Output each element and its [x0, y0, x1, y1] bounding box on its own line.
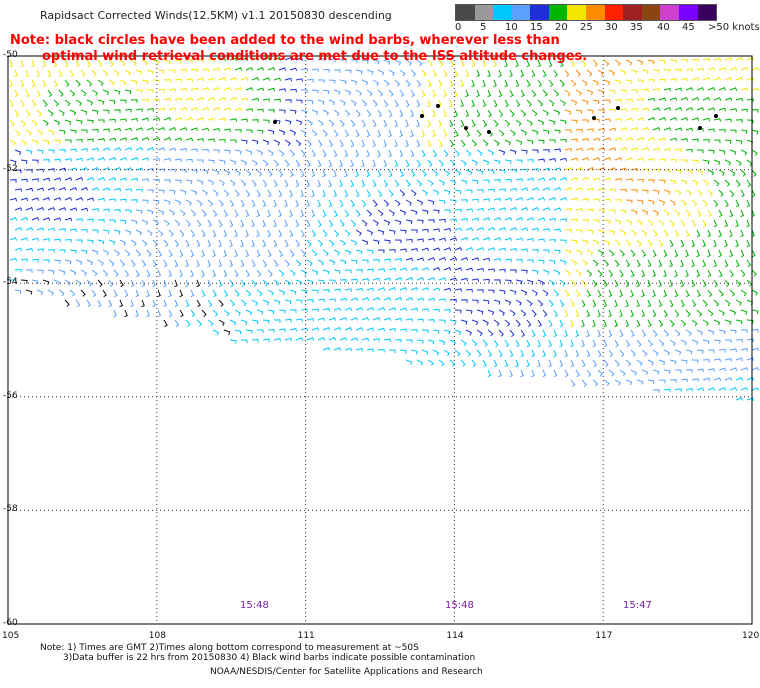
longitude-label: 111 — [297, 631, 315, 641]
measurement-time-label: 15:48 — [240, 600, 269, 611]
longitude-label: 105 — [2, 631, 20, 641]
contamination-circle — [420, 114, 424, 118]
longitude-label: 117 — [595, 631, 613, 641]
scale-swatch — [493, 5, 512, 20]
contamination-circle — [464, 126, 468, 130]
measurement-time-label: 15:48 — [445, 600, 474, 611]
measurement-time-label: 15:47 — [623, 600, 652, 611]
contamination-circle — [273, 120, 277, 124]
scale-label: 15 — [530, 22, 543, 33]
longitude-label: 114 — [446, 631, 464, 641]
scale-label: 10 — [505, 22, 518, 33]
latitude-label: -54 — [3, 277, 18, 288]
latitude-label: -60 — [3, 618, 18, 628]
latitude-label: -52 — [3, 163, 18, 174]
note-line-1: Note: black circles have been added to t… — [10, 33, 560, 48]
scale-swatch — [678, 5, 698, 20]
footer-note-1: Note: 1) Times are GMT 2)Times along bot… — [40, 643, 419, 653]
contamination-circle — [592, 116, 596, 120]
scale-swatch — [697, 5, 717, 20]
scale-label: 0 — [455, 22, 462, 33]
scale-swatch — [586, 5, 605, 20]
contamination-circle — [714, 114, 718, 118]
contamination-circle — [436, 104, 440, 108]
scale-swatch — [511, 5, 531, 20]
chart-title: Rapidsact Corrected Winds(12.5KM) v1.1 2… — [40, 9, 392, 22]
scale-swatch — [641, 5, 661, 20]
contamination-circle — [698, 126, 702, 130]
footer-note-2: 3)Data buffer is 22 hrs from 20150830 4)… — [63, 653, 476, 663]
scale-label: 45 — [682, 22, 695, 33]
latitude-label: -58 — [3, 504, 18, 515]
scale-label: 30 — [605, 22, 618, 33]
map-frame — [7, 55, 753, 625]
contamination-circle — [616, 106, 620, 110]
note-line-2: optimal wind retrieval conditions are me… — [42, 49, 588, 64]
longitude-label: 120 — [742, 631, 760, 641]
scale-label: 35 — [630, 22, 643, 33]
wind-speed-color-scale — [455, 4, 717, 21]
scale-swatch — [474, 5, 494, 20]
scale-swatch — [623, 5, 642, 20]
scale-label: 40 — [657, 22, 670, 33]
scale-swatch — [548, 5, 568, 20]
scale-swatch — [567, 5, 587, 20]
scale-label: 20 — [555, 22, 568, 33]
scale-label: 25 — [580, 22, 593, 33]
latitude-label: -56 — [3, 390, 18, 401]
scale-label: >50 knots — [708, 22, 760, 33]
scale-label: 5 — [480, 22, 487, 33]
footer-credit: NOAA/NESDIS/Center for Satellite Applica… — [210, 667, 483, 677]
wind-barbs — [9, 57, 760, 402]
longitude-label: 108 — [148, 631, 166, 641]
scale-swatch — [530, 5, 549, 20]
scale-swatch — [604, 5, 624, 20]
scale-swatch — [660, 5, 679, 20]
contamination-circle — [487, 130, 491, 134]
scale-swatch — [456, 5, 475, 20]
latitude-label: -50 — [3, 50, 18, 60]
